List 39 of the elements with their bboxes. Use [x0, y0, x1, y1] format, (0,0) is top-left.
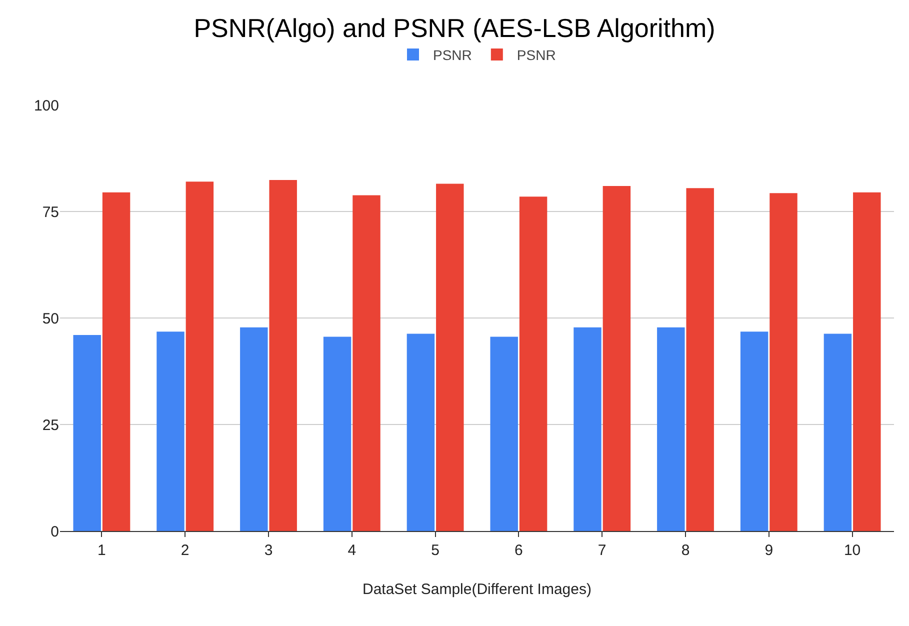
x-tick-label: 6 — [514, 542, 523, 559]
x-tick-label: 10 — [844, 542, 861, 559]
bar — [853, 192, 881, 531]
y-tick-label: 0 — [50, 523, 59, 540]
bar — [574, 327, 602, 531]
x-tick-label: 4 — [348, 542, 356, 559]
bar — [740, 332, 768, 531]
x-tick-label: 7 — [598, 542, 606, 559]
x-tick-label: 5 — [431, 542, 440, 559]
bar — [686, 188, 714, 531]
bar — [602, 186, 631, 531]
legend-label: PSNR — [433, 46, 472, 63]
bar — [352, 195, 380, 531]
y-tick-label: 50 — [42, 310, 59, 328]
bar — [657, 327, 685, 531]
y-tick-label: 100 — [34, 97, 59, 114]
x-tick-label: 1 — [98, 542, 106, 559]
bar — [240, 327, 268, 531]
x-axis-title: DataSet Sample(Different Images) — [362, 581, 592, 598]
bar — [490, 336, 518, 531]
legend-label: PSNR — [516, 46, 556, 63]
bar — [519, 196, 548, 531]
bar — [269, 180, 297, 531]
x-tick-label: 3 — [264, 542, 273, 559]
y-tick-label: 25 — [42, 416, 59, 434]
bar — [102, 192, 130, 531]
bar — [73, 335, 101, 531]
bar — [406, 334, 435, 531]
chart-title: PSNR(Algo) and PSNR (AES-LSB Algorithm) — [194, 12, 716, 43]
bar — [156, 332, 184, 531]
bar — [770, 193, 798, 531]
bar — [436, 184, 464, 531]
bar — [323, 336, 352, 531]
x-tick-label: 9 — [764, 542, 774, 559]
bar — [186, 182, 214, 531]
y-tick-label: 75 — [42, 204, 59, 221]
x-tick-label: 2 — [180, 542, 190, 559]
bar — [824, 334, 852, 531]
x-tick-label: 8 — [681, 542, 690, 559]
